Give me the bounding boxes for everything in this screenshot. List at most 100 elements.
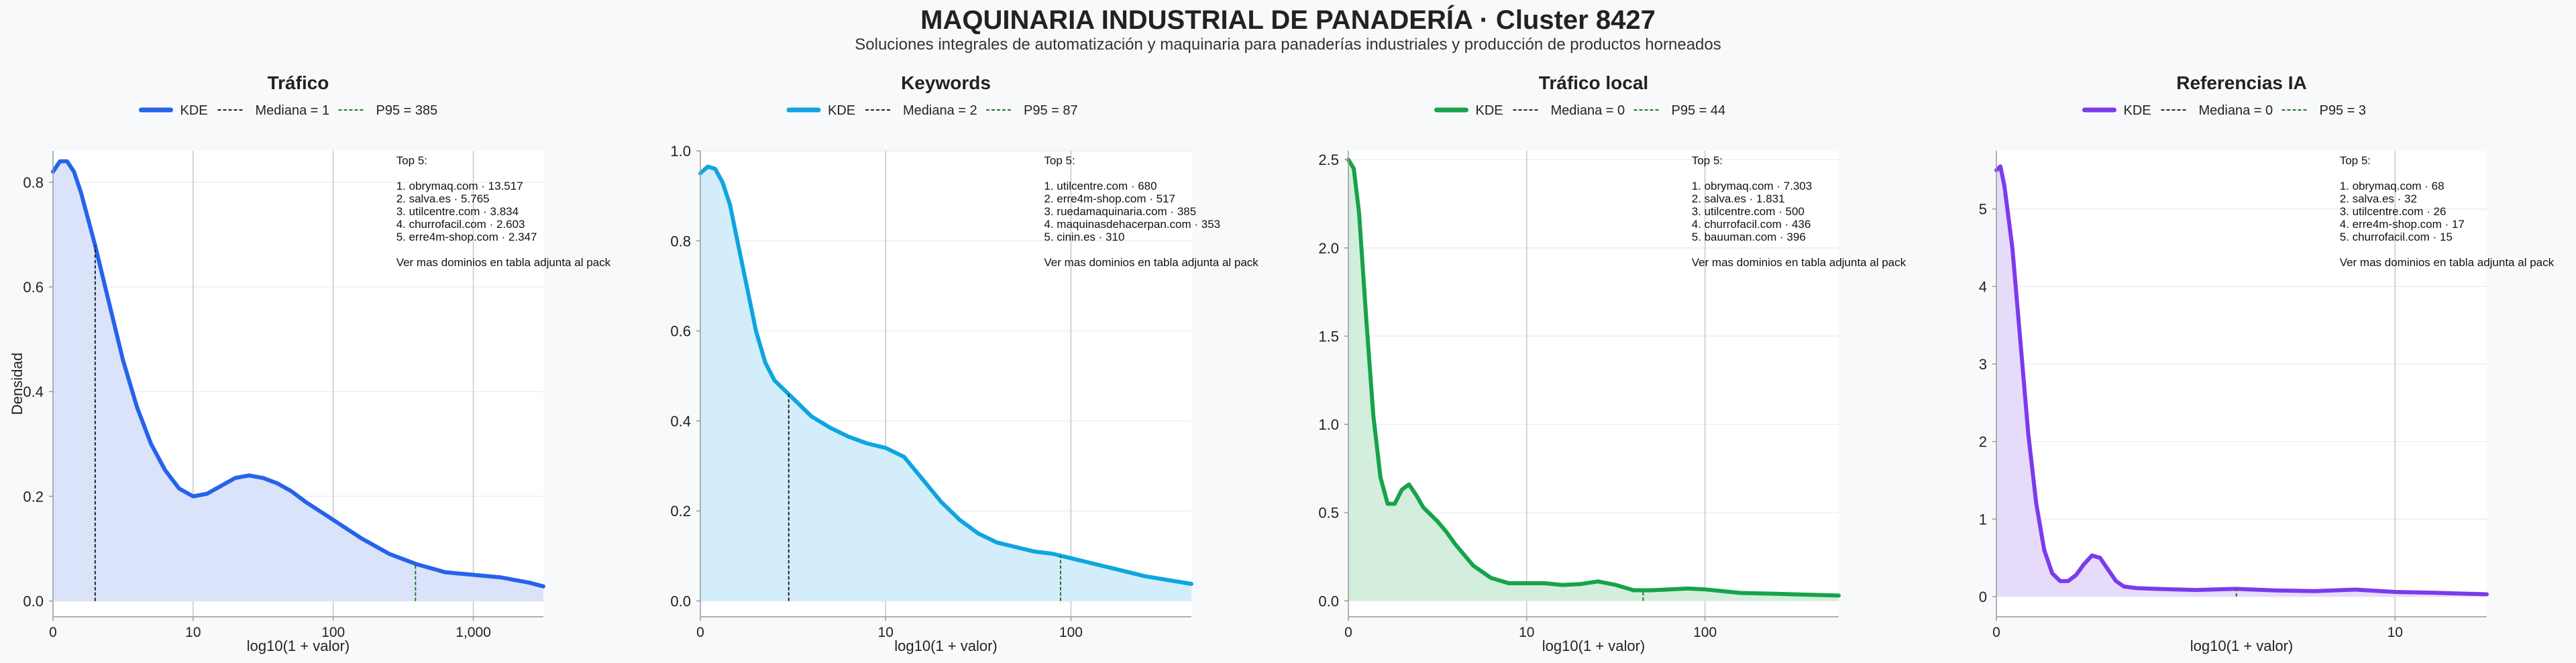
legend-p95-label: P95 = 385 — [376, 103, 438, 118]
x-axis-label: log10(1 + valor) — [1542, 638, 1645, 654]
y-tick-label: 0.6 — [23, 279, 44, 296]
legend-kde-label: KDE — [1476, 103, 1503, 118]
annotation-line: 3. utilcentre.com · 26 — [2340, 205, 2447, 218]
annotation-line: 4. erre4m-shop.com · 17 — [2340, 218, 2465, 231]
legend-p95-label: P95 = 44 — [1672, 103, 1726, 118]
y-tick-label: 0.0 — [670, 593, 691, 609]
x-tick-label: 10 — [1519, 625, 1534, 640]
annotation-line: 5. cinin.es · 310 — [1044, 231, 1124, 243]
x-tick-label: 0 — [1344, 625, 1352, 640]
x-tick-label: 10 — [2387, 625, 2403, 640]
kde-curve — [51, 159, 545, 589]
x-tick-label: 100 — [1059, 625, 1083, 640]
x-tick-label: 0 — [1992, 625, 2000, 640]
y-tick-label: 1 — [1979, 511, 1987, 528]
kde-curve — [1346, 158, 1841, 598]
x-tick-label: 10 — [878, 625, 894, 640]
x-tick-label: 0 — [696, 625, 704, 640]
y-axis-label: Densidad — [9, 353, 25, 415]
chart-panel-1: 0.0 0.2 0.4 0.6 0.8 0 10 100 1,000 log10(1 + valo… — [9, 72, 611, 654]
legend-kde-label: KDE — [2124, 103, 2151, 118]
legend-median-label: Mediana = 2 — [903, 103, 977, 118]
y-tick-label: 0 — [1979, 589, 1987, 605]
x-axis-label: log10(1 + valor) — [2190, 638, 2293, 654]
top5-annotation: Top 5: 1. obrymaq.com · 682. salva.es · 3… — [2340, 154, 2555, 269]
x-tick-label: 10 — [185, 625, 201, 640]
annotation-line: Top 5: — [1044, 154, 1075, 167]
kde-curve — [698, 164, 1193, 586]
x-tick-label: 1,000 — [455, 625, 491, 640]
kde-area — [1348, 160, 1839, 601]
annotation-line: Top 5: — [1692, 154, 1723, 167]
chart-title: Referencias IA — [2176, 72, 2307, 93]
chart-panel-3: 0.0 0.5 1.0 1.5 2.0 2.5 0 10 100 log10(1 + valor)… — [1318, 72, 1906, 654]
annotation-line: Ver mas dominios en tabla adjunta al pac… — [1044, 256, 1258, 269]
annotation-line: 3. utilcentre.com · 500 — [1692, 205, 1805, 218]
legend-median-label: Mediana = 0 — [1551, 103, 1625, 118]
page-subtitle: Soluciones integrales de automatización … — [855, 36, 1721, 54]
legend-median-label: Mediana = 0 — [2199, 103, 2273, 118]
chart-legend: KDE Mediana = 1 P95 = 385 — [139, 103, 438, 118]
annotation-line: 1. obrymaq.com · 13.517 — [396, 180, 523, 192]
x-tick-label: 100 — [1693, 625, 1717, 640]
legend-p95-label: P95 = 87 — [1024, 103, 1078, 118]
y-tick-label: 0.5 — [1318, 505, 1339, 522]
chart-title: Keywords — [901, 72, 991, 93]
annotation-line: 2. salva.es · 1.831 — [1692, 192, 1785, 205]
annotation-line: 4. maquinasdehacerpan.com · 353 — [1044, 218, 1220, 231]
y-tick-label: 3 — [1979, 356, 1987, 373]
y-tick-label: 2 — [1979, 434, 1987, 450]
legend-kde-label: KDE — [828, 103, 855, 118]
annotation-line: Top 5: — [2340, 154, 2371, 167]
y-tick-label: 2.5 — [1318, 152, 1339, 168]
chart-panel-2: 0.0 0.2 0.4 0.6 0.8 1.0 0 10 100 log10(1 + valor)… — [670, 72, 1258, 654]
y-tick-label: 0.4 — [23, 383, 44, 400]
annotation-line: 3. ruedamaquinaria.com · 385 — [1044, 205, 1196, 218]
annotation-line: 4. churrofacil.com · 2.603 — [396, 218, 525, 231]
legend-kde-label: KDE — [180, 103, 208, 118]
x-axis-label: log10(1 + valor) — [247, 638, 350, 654]
annotation-line: 1. utilcentre.com · 680 — [1044, 180, 1157, 192]
legend-p95-label: P95 = 3 — [2320, 103, 2367, 118]
y-tick-label: 1.0 — [670, 143, 691, 160]
y-tick-label: 4 — [1979, 278, 1987, 295]
y-tick-label: 0.2 — [670, 503, 691, 520]
annotation-line: 1. obrymaq.com · 68 — [2340, 180, 2445, 192]
y-tick-label: 0.0 — [1318, 593, 1339, 609]
annotation-line: 5. bauuman.com · 396 — [1692, 231, 1806, 243]
chart-legend: KDE Mediana = 0 P95 = 3 — [2082, 103, 2367, 118]
y-tick-label: 2.0 — [1318, 240, 1339, 257]
y-tick-label: 0.0 — [23, 593, 44, 610]
y-tick-label: 1.0 — [1318, 416, 1339, 433]
x-tick-label: 100 — [321, 625, 345, 640]
annotation-line: 2. salva.es · 32 — [2340, 192, 2417, 205]
chart-title: Tráfico local — [1539, 72, 1648, 93]
y-tick-label: 1.5 — [1318, 328, 1339, 345]
plot-area — [1996, 151, 2487, 617]
y-tick-label: 0.6 — [670, 323, 691, 340]
annotation-line: 3. utilcentre.com · 3.834 — [396, 205, 519, 218]
annotation-line: 1. obrymaq.com · 7.303 — [1692, 180, 1813, 192]
legend-median-label: Mediana = 1 — [256, 103, 330, 118]
x-tick-label: 0 — [49, 625, 57, 640]
annotation-line: 5. churrofacil.com · 15 — [2340, 231, 2453, 243]
y-tick-label: 0.8 — [23, 174, 44, 191]
page-title: MAQUINARIA INDUSTRIAL DE PANADERÍA · Clu… — [920, 5, 1656, 35]
chart-title: Tráfico — [268, 72, 329, 93]
chart-legend: KDE Mediana = 2 P95 = 87 — [786, 103, 1078, 118]
kde-curve — [1994, 164, 2489, 597]
y-tick-label: 5 — [1979, 201, 1987, 218]
kde-area — [700, 166, 1191, 601]
x-axis-label: log10(1 + valor) — [894, 638, 997, 654]
kde-area — [53, 161, 543, 601]
y-tick-label: 0.2 — [23, 488, 44, 505]
y-tick-label: 0.4 — [670, 413, 691, 430]
y-tick-label: 0.8 — [670, 233, 691, 249]
annotation-line: Ver mas dominios en tabla adjunta al pac… — [396, 256, 611, 269]
chart-panel-4: 0 1 2 3 4 5 0 10 log10(1 + valor) Referencias IA K… — [1979, 72, 2555, 654]
annotation-line: Ver mas dominios en tabla adjunta al pac… — [1692, 256, 1907, 269]
